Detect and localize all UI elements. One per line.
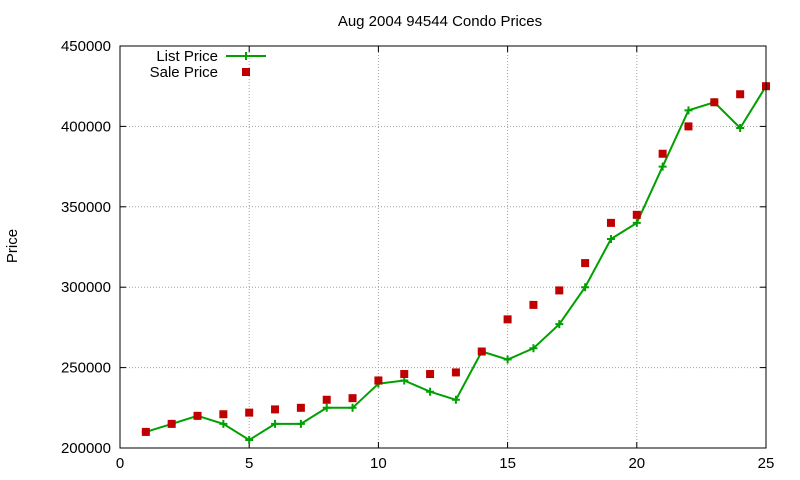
sale-price-point: [503, 315, 512, 324]
legend-label-sale-price: Sale Price: [150, 64, 218, 81]
axis-ticks: 200000 250000 300000 350000 400000 450000 0 5 10…: [61, 38, 774, 472]
list-price-point: [503, 355, 512, 364]
x-tick-label: 15: [499, 455, 516, 472]
x-tick-label: 5: [245, 455, 253, 472]
list-price-point: [632, 218, 641, 227]
list-price-point: [581, 283, 590, 292]
sale-price-point: [451, 368, 460, 377]
sale-price-point: [193, 411, 202, 420]
sale-price-point: [684, 122, 693, 131]
sale-price-point: [529, 300, 538, 309]
sale-price-point: [632, 210, 641, 219]
sale-price-point: [296, 403, 305, 412]
list-price-point: [736, 124, 745, 133]
sale-price-point: [141, 427, 150, 436]
sale-price-point: [271, 405, 280, 414]
list-price-point: [348, 403, 357, 412]
list-price-point: [245, 435, 254, 444]
y-tick-label: 350000: [61, 199, 111, 216]
grid-lines: [120, 46, 766, 448]
list-price-line: [145, 85, 767, 442]
sale-price-point: [426, 370, 435, 379]
legend-marker-list-price: [242, 52, 250, 60]
legend-marker-sale-price: [242, 68, 250, 76]
y-tick-label: 300000: [61, 279, 111, 296]
sale-price-point: [219, 410, 228, 419]
series: [141, 82, 770, 444]
sale-price-point: [167, 419, 176, 428]
list-price-point: [684, 106, 693, 115]
legend-label-list-price: List Price: [156, 48, 218, 65]
list-price-point: [606, 234, 615, 243]
sale-price-point: [348, 394, 357, 403]
sale-price-point: [710, 98, 719, 107]
list-price-point: [529, 344, 538, 353]
sale-price-point: [245, 408, 254, 417]
chart-title: Aug 2004 94544 Condo Prices: [338, 13, 542, 30]
list-price-point: [555, 320, 564, 329]
y-tick-label: 450000: [61, 38, 111, 55]
sale-price-point: [477, 347, 486, 356]
y-tick-label: 400000: [61, 118, 111, 135]
y-axis-label: Price: [4, 229, 21, 263]
list-price-point: [271, 419, 280, 428]
list-price-point: [219, 419, 228, 428]
sale-price-point: [581, 259, 590, 268]
sale-price-point: [555, 286, 564, 295]
x-tick-label: 0: [116, 455, 124, 472]
x-tick-label: 20: [628, 455, 645, 472]
sale-price-point: [658, 149, 667, 158]
x-tick-label: 25: [758, 455, 775, 472]
sale-price-point: [736, 90, 745, 99]
list-price-point: [658, 162, 667, 171]
plot-frame: [119, 45, 767, 449]
y-tick-label: 250000: [61, 360, 111, 377]
list-price-point: [296, 419, 305, 428]
list-price-point: [451, 395, 460, 404]
sale-price-point: [322, 395, 331, 404]
list-price-point: [426, 387, 435, 396]
y-tick-label: 200000: [61, 440, 111, 457]
sale-price-point: [374, 376, 383, 385]
x-tick-label: 10: [370, 455, 387, 472]
sale-price-point: [606, 218, 615, 227]
list-price-point: [322, 403, 331, 412]
sale-price-point: [400, 370, 409, 379]
